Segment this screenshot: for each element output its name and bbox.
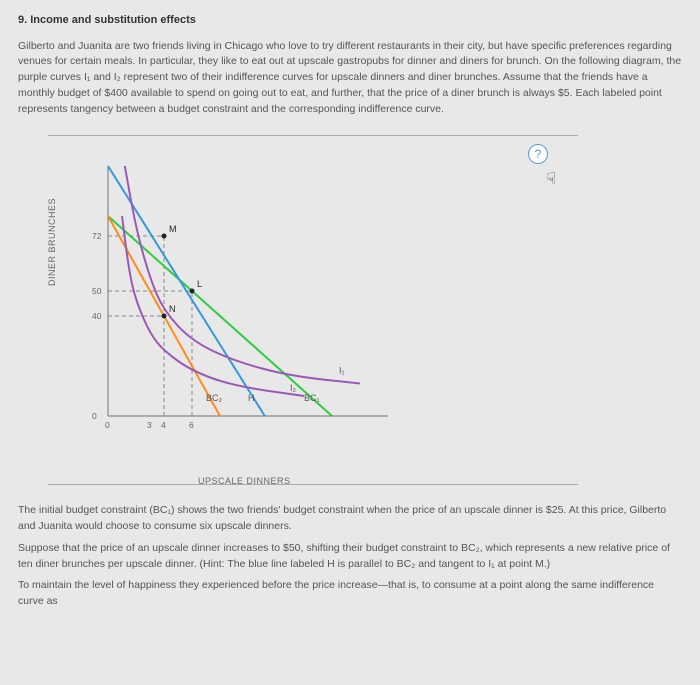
svg-text:I₁: I₁ — [339, 366, 345, 376]
cursor-icon: ☟ — [546, 168, 556, 192]
help-icon[interactable]: ? — [528, 144, 548, 164]
chart-plot-area: M L N BC₂ H BC₁ I₁ I₂ 72 50 40 00 34 6 — [88, 156, 428, 446]
svg-text:M: M — [169, 224, 177, 234]
chart-svg: M L N BC₂ H BC₁ I₁ I₂ 72 50 40 00 34 6 — [88, 156, 408, 446]
y-axis-label: DINER BRUNCHES — [46, 198, 60, 286]
svg-text:72: 72 — [92, 231, 102, 241]
svg-text:4: 4 — [161, 420, 166, 430]
chart-container: ? ☟ DINER BRUNCHES MLNBC₂HBC₁I₁I₂7250400… — [48, 135, 578, 485]
paragraph-4: To maintain the level of happiness they … — [18, 578, 682, 610]
svg-text:6: 6 — [189, 420, 194, 430]
svg-text:50: 50 — [92, 286, 102, 296]
paragraph-3: Suppose that the price of an upscale din… — [18, 541, 682, 573]
svg-text:L: L — [197, 279, 202, 289]
svg-text:0: 0 — [92, 411, 97, 421]
intro-paragraph: Gilberto and Juanita are two friends liv… — [18, 39, 682, 118]
question-title: 9. Income and substitution effects — [18, 12, 682, 29]
svg-text:H: H — [248, 393, 255, 403]
svg-text:N: N — [169, 304, 176, 314]
paragraph-2: The initial budget constraint (BC₁) show… — [18, 503, 682, 535]
svg-text:BC₂: BC₂ — [206, 393, 223, 403]
x-axis-label: UPSCALE DINNERS — [198, 475, 291, 489]
svg-text:40: 40 — [92, 311, 102, 321]
svg-text:3: 3 — [147, 420, 152, 430]
svg-text:BC₁: BC₁ — [304, 393, 320, 403]
svg-text:I₂: I₂ — [290, 383, 297, 393]
svg-text:0: 0 — [105, 420, 110, 430]
